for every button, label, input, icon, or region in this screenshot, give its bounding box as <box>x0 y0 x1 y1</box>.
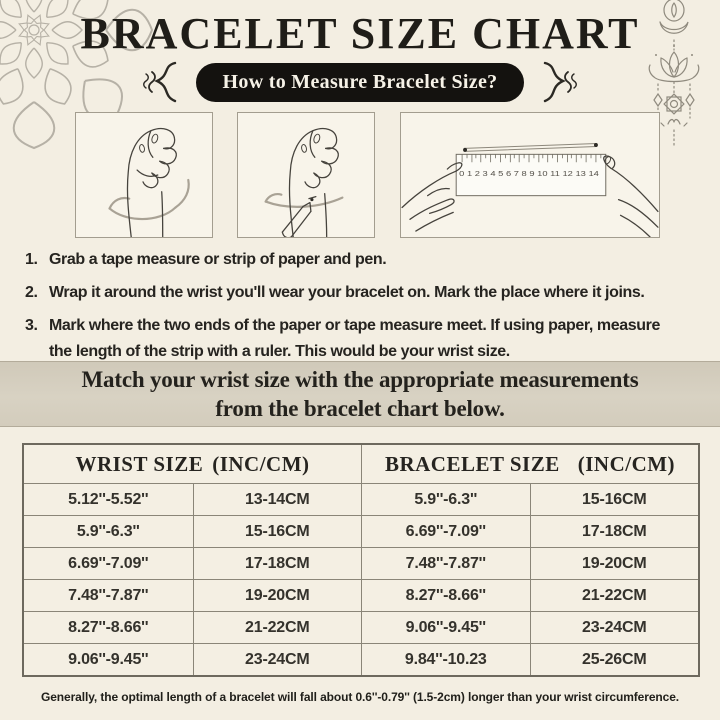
table-cell: 15-16CM <box>529 484 699 515</box>
table-cell: 5.9''-6.3'' <box>76 522 140 540</box>
size-table-header: WRIST SIZE (INC/CM) BRACELET SIZE (INC/C… <box>24 445 698 483</box>
step-3: 3. Mark where the two ends of the paper … <box>25 313 706 365</box>
wrist-size-header: WRIST SIZE (INC/CM) <box>24 445 361 483</box>
page-title: BRACELET SIZE CHART <box>80 9 640 58</box>
table-cell: 25-26CM <box>529 644 699 675</box>
table-cell: 17-18CM <box>192 548 362 579</box>
left-flourish-icon <box>142 61 176 103</box>
table-cell: 19-20CM <box>529 548 699 579</box>
table-cell: 15-16CM <box>192 516 362 547</box>
table-row: 7.48''-7.87'' 19-20CM 8.27''-8.66'' 21-22CM <box>24 579 698 611</box>
ruler-measure-illustration: 0 1 2 3 4 5 6 7 8 9 10 11 12 13 14 <box>400 112 660 238</box>
banner-line-2: from the bracelet chart below. <box>215 396 505 421</box>
lotus-ornament-icon <box>648 0 700 147</box>
table-cell: 5.12''-5.52'' <box>68 490 149 508</box>
header-unit: (INC/CM) <box>577 451 676 476</box>
hand-with-tape-illustration <box>75 112 213 238</box>
ruler-numbers: 0 1 2 3 4 5 6 7 8 9 10 11 12 13 14 <box>459 169 599 178</box>
table-cell: 8.27''-8.66'' <box>361 580 530 611</box>
table-cell: 21-22CM <box>192 612 362 643</box>
header-unit: (INC/CM) <box>212 451 310 476</box>
table-cell: 7.48''-7.87'' <box>361 548 530 579</box>
step-text: Grab a tape measure or strip of paper an… <box>49 251 387 268</box>
step-text: Mark where the two ends of the paper or … <box>49 317 660 334</box>
table-cell: 23-24CM <box>529 612 699 643</box>
bracelet-size-header: BRACELET SIZE (INC/CM) <box>361 445 698 483</box>
how-to-measure-badge: How to Measure Bracelet Size? <box>195 62 525 102</box>
step-text: Wrap it around the wrist you'll wear you… <box>49 284 645 301</box>
step-2: 2. Wrap it around the wrist you'll wear … <box>25 280 706 306</box>
table-cell: 13-14CM <box>192 484 362 515</box>
badge-row: How to Measure Bracelet Size? <box>0 60 720 104</box>
size-table-body: 5.12''-5.52'' 13-14CM 5.9''-6.3'' 15-16CM 5.… <box>24 483 698 675</box>
step-1: 1. Grab a tape measure or strip of paper… <box>25 247 706 273</box>
table-row: 5.12''-5.52'' 13-14CM 5.9''-6.3'' 15-16CM <box>24 483 698 515</box>
table-cell: 23-24CM <box>192 644 362 675</box>
table-cell: 9.06''-9.45'' <box>361 612 530 643</box>
table-cell: 6.69''-7.09'' <box>361 516 530 547</box>
table-cell: 7.48''-7.87'' <box>68 586 149 604</box>
instruction-steps: 1. Grab a tape measure or strip of paper… <box>25 247 706 372</box>
step-number: 1. <box>25 251 38 268</box>
size-table: WRIST SIZE (INC/CM) BRACELET SIZE (INC/C… <box>22 443 700 677</box>
mandala-flower-icon <box>0 0 154 150</box>
footer-note: Generally, the optimal length of a brace… <box>40 690 680 704</box>
table-cell: 19-20CM <box>192 580 362 611</box>
table-cell: 5.9''-6.3'' <box>361 484 530 515</box>
header-label: WRIST SIZE <box>75 451 204 476</box>
table-cell: 9.06''-9.45'' <box>68 650 149 668</box>
table-cell: 21-22CM <box>529 580 699 611</box>
table-row: 9.06''-9.45'' 23-24CM 9.84''-10.23 25-26CM <box>24 643 698 675</box>
hand-with-pen-illustration <box>237 112 375 238</box>
hand-with-pen-icon <box>264 127 344 237</box>
banner-line-1: Match your wrist size with the appropria… <box>81 367 639 392</box>
ruler-measure-icon: 0 1 2 3 4 5 6 7 8 9 10 11 12 13 14 <box>401 143 659 237</box>
table-cell: 17-18CM <box>529 516 699 547</box>
match-size-banner: Match your wrist size with the appropria… <box>0 361 720 427</box>
step-text: the length of the strip with a ruler. Th… <box>49 343 510 360</box>
step-number: 3. <box>25 317 38 334</box>
table-row: 8.27''-8.66'' 21-22CM 9.06''-9.45'' 23-24CM <box>24 611 698 643</box>
table-row: 5.9''-6.3'' 15-16CM 6.69''-7.09'' 17-18CM <box>24 515 698 547</box>
hand-with-tape-icon <box>108 127 190 237</box>
step-number: 2. <box>25 284 38 301</box>
table-cell: 9.84''-10.23 <box>361 644 530 675</box>
table-cell: 6.69''-7.09'' <box>68 554 149 572</box>
header-label: BRACELET SIZE <box>384 451 560 476</box>
right-flourish-icon <box>544 61 578 103</box>
table-cell: 8.27''-8.66'' <box>68 618 149 636</box>
table-row: 6.69''-7.09'' 17-18CM 7.48''-7.87'' 19-20CM <box>24 547 698 579</box>
